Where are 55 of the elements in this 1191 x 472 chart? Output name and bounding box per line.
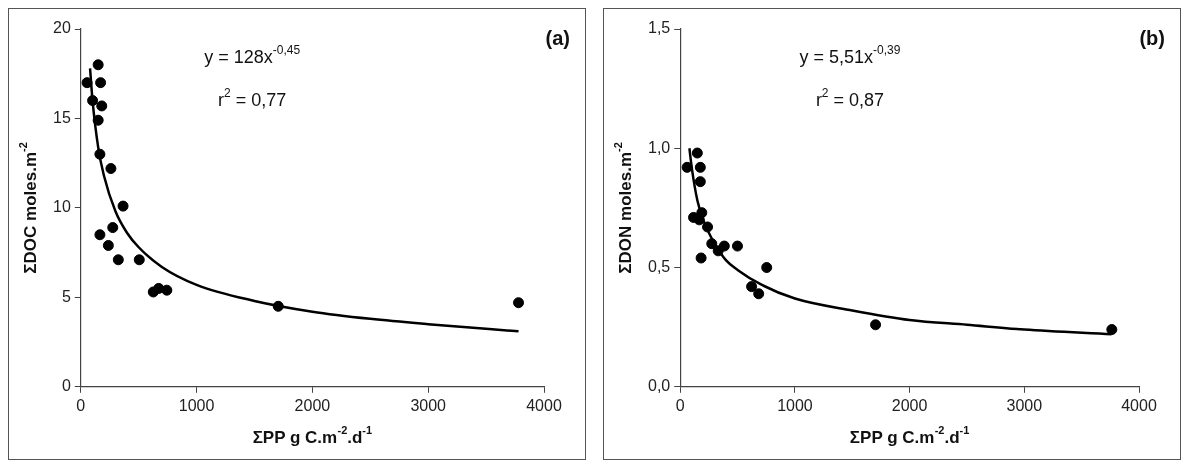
point — [92, 59, 104, 71]
point — [117, 200, 129, 212]
x-tick-label: 1000 — [178, 396, 215, 414]
point — [105, 163, 117, 175]
chart-title: (a) — [545, 26, 571, 49]
point — [694, 176, 706, 188]
point — [702, 221, 714, 233]
point — [133, 254, 145, 266]
y-tick-label: 0 — [61, 377, 71, 395]
x-tick-label: 4000 — [526, 396, 562, 414]
y-tick-label: 10 — [53, 198, 71, 216]
x-tick-label: 3000 — [410, 396, 447, 414]
point — [695, 252, 707, 264]
point — [112, 254, 124, 266]
x-tick-label: 4000 — [1121, 396, 1157, 414]
x-tick-label: 2000 — [294, 396, 331, 414]
point — [870, 319, 882, 331]
y-axis-title: ΣDOC moles.m-2 — [17, 142, 40, 274]
point — [272, 300, 284, 312]
y-axis-title: ΣDON moles.m-2 — [612, 142, 635, 274]
point — [746, 281, 758, 293]
y-tick-label: 15 — [53, 108, 71, 126]
point — [87, 95, 99, 107]
point — [92, 114, 104, 126]
point — [94, 148, 106, 160]
x-tick-label: 3000 — [1006, 396, 1043, 414]
point — [107, 222, 119, 234]
point — [513, 297, 525, 309]
point — [96, 100, 108, 112]
y-tick-label: 0,0 — [647, 377, 671, 395]
point — [94, 229, 106, 241]
x-tick-label: 2000 — [891, 396, 928, 414]
point — [1106, 324, 1118, 336]
point — [694, 161, 706, 173]
point — [731, 240, 743, 252]
point — [102, 239, 114, 251]
y-tick-label: 0,5 — [647, 257, 671, 275]
point — [753, 288, 765, 300]
point — [706, 238, 718, 250]
point — [681, 161, 693, 173]
point — [761, 262, 773, 274]
y-tick-label: 5 — [61, 287, 71, 305]
point — [81, 77, 93, 89]
y-tick-label: 20 — [53, 19, 71, 37]
point — [95, 77, 107, 89]
point — [696, 207, 708, 219]
point — [161, 284, 173, 296]
point — [691, 147, 703, 159]
x-tick-label: 0 — [76, 396, 86, 414]
x-tick-label: 1000 — [777, 396, 813, 414]
point — [718, 240, 730, 252]
y-tick-label: 1,5 — [647, 19, 671, 37]
x-tick-label: 0 — [675, 396, 685, 414]
chart-title: (b) — [1139, 26, 1166, 49]
y-tick-label: 1,0 — [647, 138, 671, 156]
